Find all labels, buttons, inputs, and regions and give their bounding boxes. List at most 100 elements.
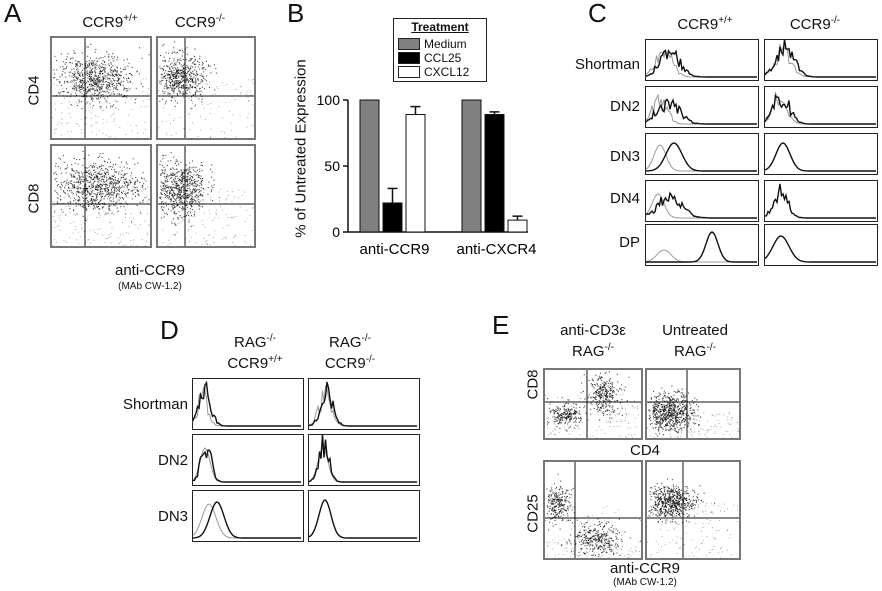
y-tick-label: 100 bbox=[317, 92, 341, 108]
histogram-plot bbox=[645, 94, 757, 125]
dot-cloud bbox=[158, 38, 255, 139]
histogram-plot bbox=[308, 434, 417, 483]
panel-a-x-sublabel: (MAb CW-1.2) bbox=[118, 281, 182, 292]
panel-e-row-label-cd25: CD25 bbox=[524, 494, 542, 533]
panel-e-col-header-untreated: Untreated RAG-/- bbox=[662, 322, 728, 360]
panel-c-col-header-wt: CCR9+/+ bbox=[677, 15, 733, 33]
histogram-curve-control bbox=[645, 193, 757, 219]
bar-ccl25 bbox=[484, 114, 505, 233]
histogram-curve-stain bbox=[764, 235, 876, 263]
legend-item-cxcl12: CXCL12 bbox=[398, 64, 470, 79]
panel-d-row-shortman: Shortman bbox=[122, 396, 188, 413]
legend-label: CCL25 bbox=[424, 50, 462, 65]
bar-cxcl12 bbox=[507, 219, 528, 233]
histogram-curve-stain bbox=[192, 380, 301, 427]
histogram-plot bbox=[308, 499, 417, 539]
histogram-box bbox=[645, 86, 759, 128]
histogram-curve-stain bbox=[645, 191, 757, 219]
panel-e-dotplot-cd25-treated bbox=[543, 460, 643, 560]
histogram-curve-stain bbox=[645, 98, 757, 125]
panel-a-letter: A bbox=[4, 0, 22, 28]
x-category-label: anti-CXCR4 bbox=[456, 241, 536, 258]
dot-points bbox=[545, 473, 641, 559]
panel-c-col-header-ko: CCR9-/- bbox=[789, 15, 841, 33]
histogram-curve-control bbox=[192, 447, 301, 483]
panel-b-legend: Treatment Medium CCL25 CXCL12 bbox=[393, 18, 487, 82]
bar-medium bbox=[461, 99, 482, 233]
histogram-curve-stain bbox=[646, 142, 757, 172]
panel-a-dotplot-cd4-wt bbox=[50, 36, 152, 140]
histogram-plot bbox=[764, 39, 876, 78]
x-category-label: anti-CCR9 bbox=[359, 241, 429, 258]
panel-a-dotplot-cd8-wt bbox=[50, 144, 152, 248]
histogram-curve-stain bbox=[645, 49, 757, 78]
panel-c-row-shortman: Shortman bbox=[574, 56, 640, 73]
dot-cloud bbox=[545, 370, 642, 439]
histogram-curve-stain bbox=[308, 434, 417, 483]
histogram-plot bbox=[764, 91, 876, 125]
panel-d-row-dn3: DN3 bbox=[157, 508, 188, 525]
histogram-curve-control bbox=[645, 144, 757, 172]
bar-ccl25 bbox=[382, 202, 403, 233]
panel-e-dotplot-cd25-untreated bbox=[645, 460, 741, 560]
panel-d-letter: D bbox=[160, 315, 179, 345]
histogram-plot bbox=[645, 191, 757, 219]
panel-b-bar-chart: 0 50 100 anti-CCR9 anti-CXCR4 bbox=[317, 92, 537, 258]
histogram-curve-control bbox=[308, 447, 417, 483]
panel-e-x-label: anti-CCR9 bbox=[609, 560, 681, 577]
dot-points bbox=[158, 41, 255, 139]
histogram-box bbox=[645, 133, 759, 175]
panel-a-row-label-cd4: CD4 bbox=[25, 75, 43, 106]
histogram-curve-stain bbox=[764, 94, 876, 125]
histogram-plot bbox=[192, 380, 301, 427]
dot-points bbox=[159, 150, 254, 247]
dot-cloud bbox=[647, 462, 740, 559]
panel-e-dotplot-cd8-treated bbox=[543, 368, 643, 440]
panel-e-dotplot-cd8-untreated bbox=[645, 368, 741, 440]
panel-a-x-label: anti-CCR9 bbox=[114, 262, 186, 279]
legend-swatch bbox=[398, 51, 420, 64]
panel-c-row-dn2: DN2 bbox=[609, 98, 640, 115]
legend-label: CXCL12 bbox=[424, 64, 470, 79]
panel-a-col-header-ko: CCR9-/- bbox=[174, 13, 226, 31]
dot-cloud bbox=[52, 146, 151, 247]
histogram-box bbox=[764, 86, 878, 128]
histogram-curve-stain bbox=[764, 142, 876, 172]
histogram-box bbox=[308, 490, 420, 542]
panel-c-row-dn3: DN3 bbox=[609, 148, 640, 165]
panel-d-col-header-wt: RAG-/- CCR9+/+ bbox=[227, 333, 283, 372]
histogram-box bbox=[764, 133, 878, 175]
histogram-box bbox=[645, 224, 759, 266]
bar-cxcl12 bbox=[405, 114, 426, 233]
panel-b-letter: B bbox=[287, 0, 305, 28]
dot-cloud bbox=[158, 146, 254, 247]
histogram-curve-control bbox=[308, 384, 417, 427]
panel-d-row-dn2: DN2 bbox=[157, 452, 188, 469]
histogram-plot bbox=[645, 142, 757, 172]
dot-cloud bbox=[52, 38, 150, 139]
histogram-box bbox=[764, 39, 878, 81]
histogram-plot bbox=[645, 231, 757, 263]
dot-points bbox=[545, 371, 642, 439]
legend-item-ccl25: CCL25 bbox=[398, 50, 462, 65]
histogram-box bbox=[645, 39, 759, 81]
histogram-box bbox=[308, 378, 420, 430]
panel-c-letter: C bbox=[588, 0, 607, 28]
panel-a-dotplot-cd4-ko bbox=[156, 36, 256, 140]
legend-swatch bbox=[398, 37, 420, 50]
histogram-curve-stain bbox=[764, 39, 876, 78]
histogram-box bbox=[192, 434, 304, 486]
dot-points bbox=[647, 385, 739, 439]
histogram-plot bbox=[764, 235, 876, 263]
histogram-plot bbox=[645, 49, 757, 78]
histogram-curve-stain bbox=[646, 231, 757, 263]
histogram-curve-stain bbox=[192, 501, 301, 539]
histogram-box bbox=[308, 434, 420, 486]
histogram-plot bbox=[192, 447, 301, 483]
panel-e-row-label-cd8: CD8 bbox=[524, 369, 542, 400]
histogram-curve-stain bbox=[308, 381, 417, 427]
panel-d-col-header-ko: RAG-/- CCR9-/- bbox=[324, 333, 376, 372]
legend-item-medium: Medium bbox=[398, 36, 467, 51]
histogram-box bbox=[192, 490, 304, 542]
histogram-box bbox=[764, 180, 878, 222]
